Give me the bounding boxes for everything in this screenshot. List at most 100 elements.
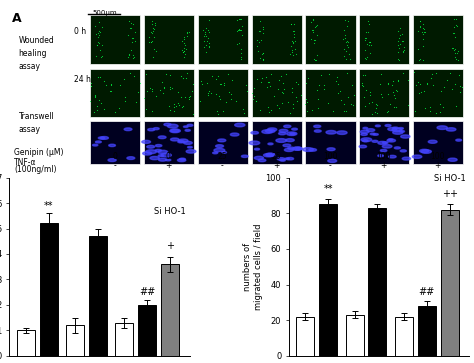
Circle shape	[153, 127, 159, 130]
Bar	[90, 69, 140, 117]
Circle shape	[361, 133, 367, 135]
Circle shape	[188, 146, 192, 148]
Circle shape	[255, 148, 260, 150]
Circle shape	[428, 140, 437, 143]
Circle shape	[400, 130, 404, 132]
Circle shape	[155, 149, 161, 152]
Text: -: -	[328, 162, 331, 170]
Circle shape	[360, 130, 369, 133]
Bar	[395, 317, 413, 356]
Circle shape	[399, 127, 403, 129]
Bar	[115, 323, 133, 356]
Bar	[144, 69, 194, 117]
Bar	[252, 121, 302, 164]
Circle shape	[309, 148, 317, 151]
Circle shape	[388, 127, 397, 131]
Circle shape	[178, 140, 184, 143]
Circle shape	[392, 128, 402, 132]
Circle shape	[187, 124, 193, 126]
Circle shape	[180, 158, 185, 160]
Circle shape	[400, 150, 406, 152]
Circle shape	[171, 129, 179, 132]
Circle shape	[214, 148, 225, 152]
Bar	[418, 306, 436, 356]
Circle shape	[109, 144, 116, 147]
Bar	[368, 208, 386, 356]
Bar	[305, 121, 356, 164]
Circle shape	[296, 147, 302, 150]
Circle shape	[285, 158, 290, 160]
Circle shape	[124, 128, 132, 131]
Text: TNF-α: TNF-α	[14, 158, 36, 167]
Circle shape	[383, 142, 388, 144]
Circle shape	[213, 152, 218, 154]
Circle shape	[437, 126, 447, 130]
Circle shape	[216, 145, 224, 147]
Bar	[305, 15, 356, 64]
Text: assay: assay	[18, 126, 41, 134]
Text: +: +	[165, 162, 172, 170]
Circle shape	[264, 154, 273, 157]
Text: A: A	[12, 12, 21, 25]
Bar	[413, 15, 463, 64]
Bar	[138, 305, 156, 356]
Circle shape	[230, 133, 239, 136]
Circle shape	[375, 125, 380, 127]
Circle shape	[178, 139, 188, 142]
Circle shape	[447, 128, 456, 131]
Circle shape	[92, 144, 98, 146]
Circle shape	[361, 138, 372, 142]
Circle shape	[412, 155, 422, 158]
Text: **: **	[44, 201, 54, 211]
Text: (100ng/ml): (100ng/ml)	[14, 165, 56, 174]
Circle shape	[421, 150, 431, 153]
Bar	[198, 69, 248, 117]
Circle shape	[280, 159, 285, 161]
Text: Wounded: Wounded	[18, 36, 55, 45]
Text: +: +	[381, 162, 387, 170]
Circle shape	[286, 139, 294, 142]
Circle shape	[241, 155, 248, 158]
Text: Transwell: Transwell	[18, 113, 55, 122]
Circle shape	[98, 137, 105, 139]
Text: assay: assay	[18, 62, 41, 71]
Circle shape	[165, 159, 171, 161]
Circle shape	[127, 157, 135, 159]
Circle shape	[402, 157, 410, 160]
Circle shape	[148, 129, 155, 131]
Bar	[66, 325, 84, 356]
Text: Si HO-1: Si HO-1	[434, 174, 465, 183]
Bar	[198, 15, 248, 64]
Circle shape	[277, 158, 285, 160]
Circle shape	[389, 155, 396, 158]
Text: ##: ##	[419, 287, 435, 297]
Circle shape	[142, 140, 151, 143]
Text: +: +	[273, 162, 279, 170]
Circle shape	[183, 126, 188, 127]
Circle shape	[378, 155, 383, 157]
Circle shape	[164, 123, 171, 126]
Circle shape	[314, 130, 321, 132]
Circle shape	[372, 140, 378, 142]
Circle shape	[147, 146, 155, 148]
Text: 24 h: 24 h	[74, 75, 91, 84]
Circle shape	[292, 128, 297, 130]
Circle shape	[249, 141, 260, 145]
Circle shape	[143, 152, 152, 155]
Circle shape	[392, 127, 398, 129]
Bar	[252, 15, 302, 64]
Circle shape	[373, 134, 378, 135]
Circle shape	[328, 159, 337, 162]
Bar	[359, 121, 410, 164]
Circle shape	[235, 123, 245, 127]
Circle shape	[419, 149, 429, 152]
Circle shape	[150, 156, 159, 160]
Bar	[296, 317, 314, 356]
Text: 100: 100	[377, 152, 391, 161]
Circle shape	[288, 147, 294, 150]
Circle shape	[255, 156, 264, 160]
Circle shape	[279, 132, 286, 135]
Bar	[198, 121, 248, 164]
Bar	[359, 15, 410, 64]
Text: Genipin (μM): Genipin (μM)	[14, 148, 64, 158]
